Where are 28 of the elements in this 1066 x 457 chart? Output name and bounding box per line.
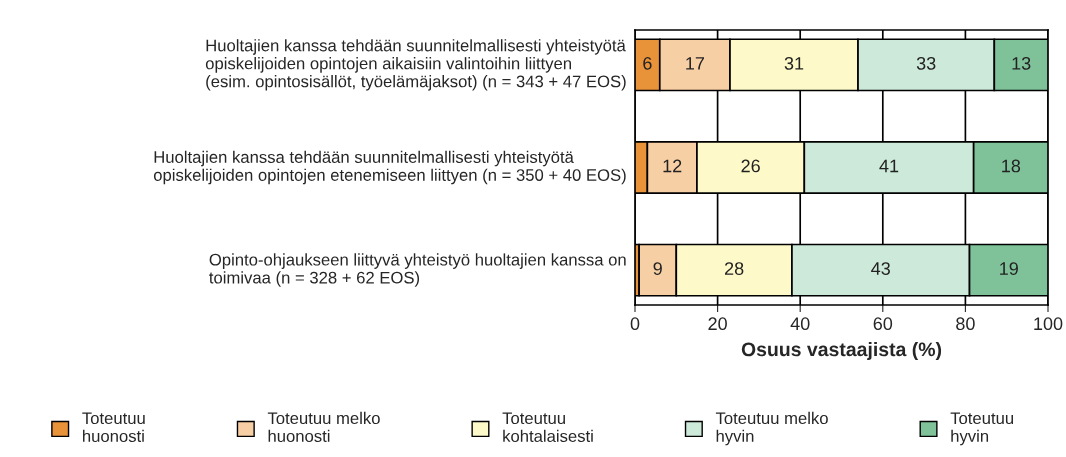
data-label: 43 xyxy=(871,262,890,275)
data-label: 28 xyxy=(724,262,744,275)
data-label: 41 xyxy=(879,159,899,173)
data-label: 31 xyxy=(784,56,804,70)
legend-label: Toteutuu kohtalaisesti xyxy=(502,412,593,443)
data-label: 9 xyxy=(653,262,662,275)
y-tick-label: Huoltajien kanssa tehdään suunnitelmallisesti yhteistyötä opiskelijoiden opintojen etenemiseen liittyen (n = 350 + 40 EOS) xyxy=(153,150,626,185)
legend-label: Toteutuu melko hyvin xyxy=(715,411,828,446)
legend-label: Toteutuu huonosti xyxy=(82,412,145,443)
legend-label: Toteutuu hyvin xyxy=(950,412,1014,446)
legend-label: Toteutuu melko huonosti xyxy=(267,411,380,443)
x-tick-label: 0 xyxy=(630,317,640,331)
data-label: 12 xyxy=(663,159,682,173)
data-label: 18 xyxy=(1002,159,1021,173)
x-tick-label: 80 xyxy=(956,317,975,331)
data-label: 13 xyxy=(1012,56,1031,70)
data-label: 26 xyxy=(741,159,760,173)
data-label: 19 xyxy=(1000,262,1018,275)
y-tick-label: Huoltajien kanssa tehdään suunnitelmallisesti yhteistyötä opiskelijoiden opintojen aikaisiin valintoihin liittyen (esim. opintosisällöt, työelämäjaksot) (n = 343 + 47 EOS) xyxy=(205,39,626,91)
x-tick-label: 100 xyxy=(1034,317,1063,331)
x-tick-label: 60 xyxy=(873,317,893,331)
x-tick-label: 40 xyxy=(790,317,810,331)
x-tick-label: 20 xyxy=(708,317,727,331)
y-tick-label: Opinto-ohjaukseen liittyvä yhteistyö huoltajien kanssa on toimivaa (n = 328 + 62 EOS) xyxy=(209,253,626,287)
data-label: 6 xyxy=(643,56,652,70)
data-label: 17 xyxy=(686,57,705,70)
data-label: 33 xyxy=(916,56,936,70)
x-axis-title: Osuus vastaajista (%) xyxy=(741,341,942,361)
